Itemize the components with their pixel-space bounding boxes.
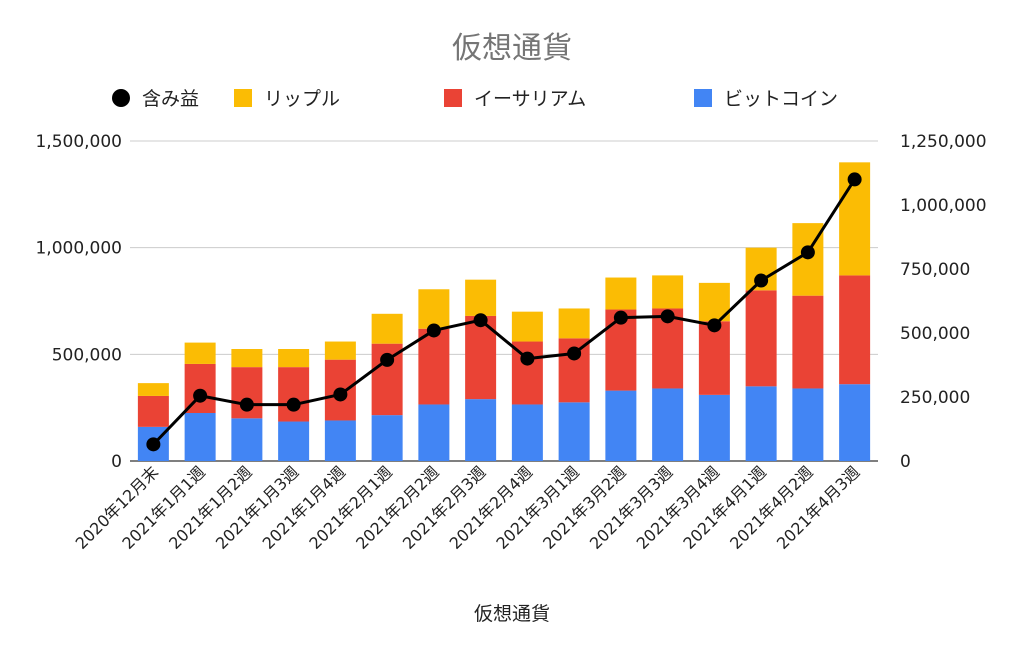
bar-segment: [558, 308, 590, 339]
line-point: [426, 323, 441, 338]
y-tick-label-right: 500,000: [900, 324, 970, 344]
y-axis-right: 0 250,000 500,000 750,000 1,000,000 1,250,000: [900, 132, 987, 472]
line-point: [660, 309, 675, 324]
bar-segment: [465, 279, 497, 316]
bar-segment: [652, 388, 684, 461]
y-tick-label-right: 750,000: [900, 260, 970, 280]
bar-segment: [324, 420, 356, 461]
line-point: [754, 273, 769, 288]
x-tick-label: 2021年1月2週: [165, 462, 256, 553]
y-tick-label-left: 1,500,000: [35, 132, 122, 152]
bar-segment: [558, 402, 590, 461]
y-tick-label-left: 1,000,000: [35, 239, 122, 259]
x-tick-label: 2021年2月1週: [305, 462, 396, 553]
legend-label: イーサリアム: [474, 88, 586, 110]
line-point: [146, 437, 161, 452]
bar-segment: [278, 421, 310, 461]
legend-swatch: [444, 89, 462, 107]
line-point: [380, 352, 395, 367]
bar-segment: [278, 367, 310, 422]
bar-segment: [839, 384, 871, 461]
legend-marker: [112, 89, 130, 107]
chart-title: 仮想通貨: [452, 31, 572, 66]
legend-swatch: [694, 89, 712, 107]
line-point: [473, 313, 488, 328]
line-point: [193, 388, 208, 403]
x-tick-label: 2021年3月1週: [492, 462, 583, 553]
bar-segment: [418, 289, 450, 329]
bar-segment: [511, 404, 543, 461]
line-path: [152, 178, 856, 446]
bar-segment: [652, 275, 684, 309]
line-point: [707, 318, 722, 333]
bar-segment: [231, 349, 263, 368]
bar-segment: [371, 313, 403, 344]
bar-segment: [745, 290, 777, 387]
y-tick-label-right: 250,000: [900, 388, 970, 408]
bar-segment: [137, 383, 169, 396]
bar-segment: [231, 418, 263, 461]
x-tick-label: 2020年12月末: [72, 462, 163, 553]
legend-label: 含み益: [142, 88, 199, 110]
line-point: [520, 351, 535, 366]
bar-segment: [278, 349, 310, 368]
x-tick-label: 2021年2月4週: [446, 462, 537, 553]
x-axis-label: 仮想通貨: [474, 603, 550, 625]
line-point: [567, 346, 582, 361]
legend-label: ビットコイン: [724, 88, 838, 110]
y-tick-label-left: 500,000: [52, 345, 122, 365]
x-tick-label: 2021年4月2週: [726, 462, 817, 553]
bars: [137, 162, 871, 461]
bar-segment: [698, 394, 730, 461]
x-tick-label: 2021年2月3週: [399, 462, 490, 553]
bar-segment: [184, 413, 216, 461]
bar-segment: [418, 404, 450, 461]
x-tick-label: 2021年1月1週: [118, 462, 209, 553]
bar-segment: [745, 386, 777, 461]
y-axis-left: 0 500,000 1,000,000 1,500,000: [35, 132, 122, 472]
line-point: [800, 245, 815, 260]
x-tick-label: 2021年4月1週: [679, 462, 770, 553]
x-tick-label: 2021年1月3週: [212, 462, 303, 553]
line-point: [613, 310, 628, 325]
bar-segment: [137, 395, 169, 427]
bar-segment: [418, 328, 450, 405]
y-tick-label-left: 0: [111, 452, 122, 472]
bar-segment: [792, 388, 824, 461]
bar-segment: [792, 295, 824, 389]
bar-segment: [465, 399, 497, 461]
bar-segment: [371, 415, 403, 461]
bar-segment: [605, 277, 637, 310]
bar-segment: [184, 342, 216, 364]
bar-segment: [839, 275, 871, 385]
line-series: [146, 172, 862, 452]
y-tick-label-right: 0: [900, 452, 911, 472]
line-point: [286, 397, 301, 412]
line-point: [239, 397, 254, 412]
x-axis: 2020年12月末2021年1月1週2021年1月2週2021年1月3週2021…: [72, 462, 864, 553]
x-tick-label: 2021年3月4週: [633, 462, 724, 553]
legend-label: リップル: [264, 88, 340, 110]
x-tick-label: 2021年3月3週: [586, 462, 677, 553]
line-point: [847, 172, 862, 187]
y-tick-label-right: 1,250,000: [900, 132, 987, 152]
bar-segment: [324, 341, 356, 360]
legend: 含み益 リップル イーサリアム ビットコイン: [112, 88, 838, 110]
x-tick-label: 2021年1月4週: [259, 462, 350, 553]
line-point: [333, 387, 348, 402]
bar-segment: [605, 390, 637, 461]
x-tick-label: 2021年4月3週: [773, 462, 864, 553]
y-tick-label-right: 1,000,000: [900, 196, 987, 216]
x-tick-label: 2021年3月2週: [539, 462, 630, 553]
bar-segment: [698, 321, 730, 395]
legend-swatch: [234, 89, 252, 107]
bar-segment: [511, 311, 543, 342]
x-tick-label: 2021年2月2週: [352, 462, 443, 553]
